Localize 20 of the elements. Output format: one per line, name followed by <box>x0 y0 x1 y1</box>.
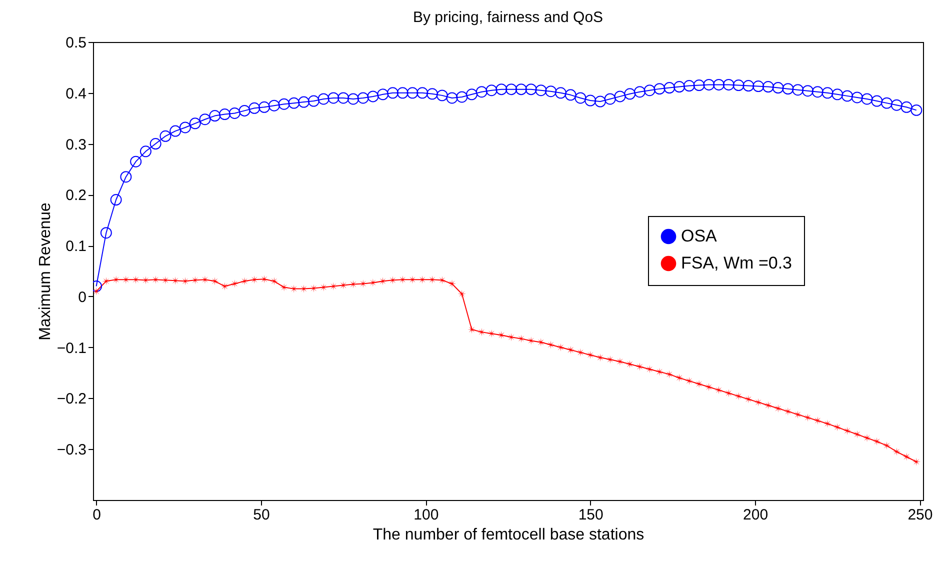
y-tick-label: −0.3 <box>56 442 86 459</box>
x-tick-label: 200 <box>743 506 768 524</box>
chart-title: By pricing, fairness and QoS <box>412 9 604 26</box>
x-axis-title: The number of femtocell base stations <box>372 526 644 544</box>
y-tick-label: 0.2 <box>66 187 86 204</box>
y-tick-label: 0.3 <box>66 136 86 154</box>
y-tick-label: −0.2 <box>56 390 86 408</box>
y-tick-label: 0.1 <box>66 238 86 256</box>
x-tick-label: 50 <box>253 506 270 524</box>
x-tick-label: 150 <box>578 506 604 524</box>
legend-label: FSA, Wm =0.3 <box>681 254 792 272</box>
x-tick-label: 250 <box>908 506 933 524</box>
x-tick-label: 0 <box>92 506 101 524</box>
x-tick-label: 100 <box>414 506 439 524</box>
y-tick-label: 0 <box>78 288 86 306</box>
y-tick-label: −0.1 <box>56 340 86 357</box>
y-axis-title: Maximum Revenue <box>36 202 54 340</box>
legend-label: OSA <box>681 226 718 246</box>
y-tick-label: 0.5 <box>66 34 86 52</box>
y-tick-label: 0.4 <box>66 85 86 102</box>
